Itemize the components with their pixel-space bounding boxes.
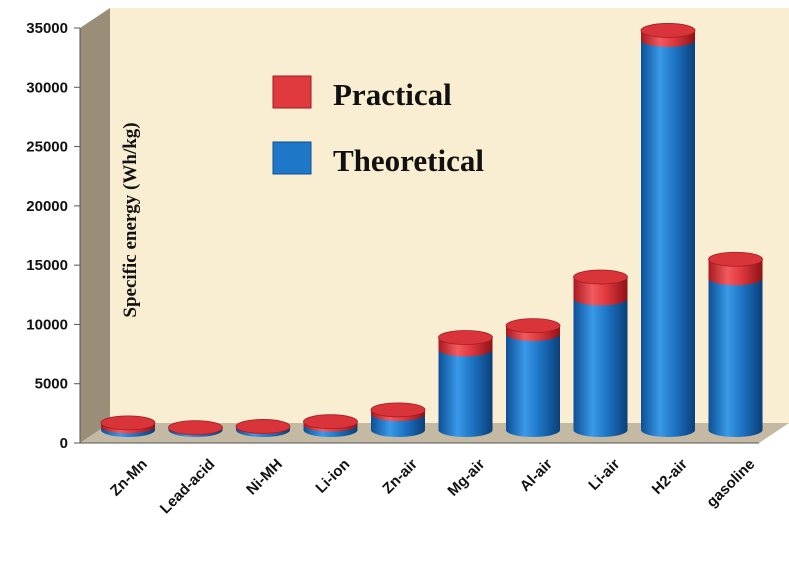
x-tick-label-al-air: Al-air [517, 456, 556, 495]
x-tick-label-zn-air: Zn-air [379, 456, 421, 498]
bar-group-zn-mn [100, 415, 156, 437]
bar-group-mg-air [438, 330, 493, 437]
bar-cap-practical [438, 330, 493, 345]
bar-cap-practical [303, 414, 358, 430]
bar-cap-practical [100, 415, 156, 431]
bar-cap-practical [708, 251, 763, 267]
x-tick-label-li-air: Li-air [585, 456, 623, 494]
bar-group-zn-air [370, 402, 426, 437]
y-tick-label: 35000 [26, 20, 68, 37]
bar-group-li-ion [303, 414, 358, 437]
y-axis-label: Specific energy (Wh/kg) [120, 122, 141, 317]
legend-item-theoretical: Theoretical [272, 141, 484, 178]
x-tick-label-mg-air: Mg-air [444, 456, 488, 500]
x-tick-label-gasoline: gasoline [703, 456, 758, 511]
x-axis-ticks: Zn-Mn Lead-acid Ni-MH Li-ion Zn-air Mg-air Al-… [107, 456, 758, 518]
side-wall [80, 8, 110, 443]
y-tick-label: 5000 [35, 376, 68, 393]
x-tick-label-li-ion: Li-ion [312, 456, 353, 497]
y-axis-ticks: 0 5000 10000 15000 20000 25000 30000 35000 [26, 20, 80, 452]
legend-swatch-practical [272, 75, 312, 109]
bar-practical [708, 259, 763, 286]
bar-theoretical [438, 349, 493, 437]
bar-cap-practical [573, 269, 628, 285]
bar-practical [573, 277, 628, 306]
bar-group-h2-air [640, 23, 696, 438]
bar-group-gasoline [708, 251, 763, 437]
y-tick-label: 20000 [26, 198, 68, 215]
x-tick-label-ni-mh: Ni-MH [243, 456, 286, 499]
legend: Practical Theoretical [272, 75, 484, 178]
y-tick-label: 30000 [26, 79, 68, 96]
bar-cap-practical [168, 420, 223, 436]
bar-cap-practical [640, 23, 696, 38]
legend-item-practical: Practical [272, 75, 452, 112]
bar-group-lead-acid [168, 420, 223, 437]
bar-cap-practical [235, 419, 291, 434]
bar-theoretical [641, 39, 695, 438]
bar-theoretical [506, 333, 560, 437]
bar-theoretical [573, 298, 628, 437]
x-tick-label-zn-mn: Zn-Mn [107, 456, 151, 500]
bar-cap-practical [370, 402, 426, 418]
bars [100, 23, 763, 438]
y-tick-label: 15000 [26, 257, 68, 274]
x-tick-label-h2-air: H2-air [649, 456, 691, 498]
y-tick-label: 10000 [26, 316, 68, 333]
y-tick-label: 0 [60, 435, 68, 452]
bar-group-li-air [573, 269, 628, 437]
legend-label-theoretical: Theoretical [333, 143, 484, 178]
y-tick-label: 25000 [26, 139, 68, 156]
bar-group-al-air [505, 318, 561, 437]
bar-group-ni-mh [235, 419, 291, 437]
legend-swatch-theoretical [272, 141, 312, 175]
legend-label-practical: Practical [333, 77, 452, 112]
bar-cap-practical [505, 318, 561, 334]
bar-theoretical [708, 278, 763, 437]
x-tick-label-lead-acid: Lead-acid [157, 456, 219, 518]
